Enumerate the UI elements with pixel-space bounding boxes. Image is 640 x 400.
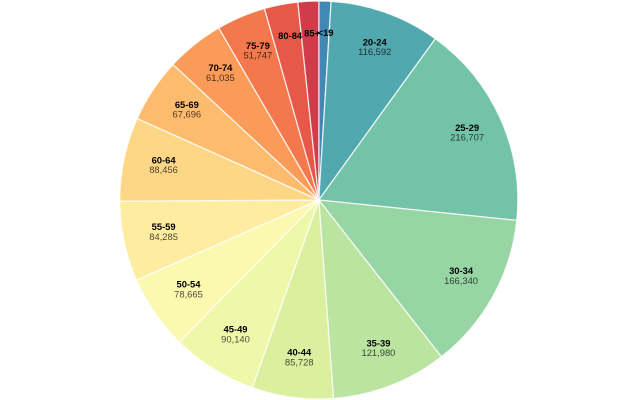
svg-text:<19: <19 — [318, 27, 334, 38]
svg-text:85+: 85+ — [304, 27, 320, 38]
svg-text:80-84: 80-84 — [278, 30, 303, 41]
